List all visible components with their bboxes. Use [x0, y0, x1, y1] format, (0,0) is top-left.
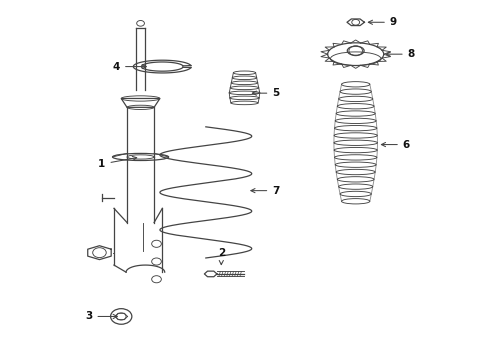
Text: 6: 6	[381, 140, 409, 149]
Text: 1: 1	[98, 156, 137, 169]
Text: 2: 2	[217, 248, 224, 265]
Text: 3: 3	[85, 311, 117, 321]
Text: 9: 9	[367, 17, 396, 27]
Text: 8: 8	[386, 49, 414, 59]
Text: 4: 4	[112, 62, 146, 72]
Text: 5: 5	[252, 88, 279, 98]
Text: 7: 7	[250, 186, 279, 195]
